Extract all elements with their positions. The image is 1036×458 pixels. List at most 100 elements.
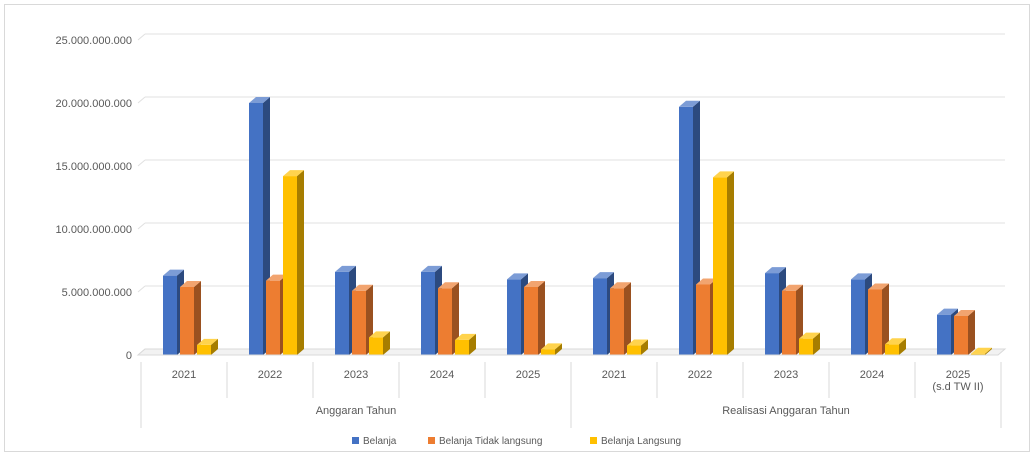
y-tick-label: 5.000.000.000 xyxy=(62,287,132,299)
bar-top xyxy=(593,272,614,279)
bar-top xyxy=(937,308,958,315)
x-tick-label: 2023 xyxy=(344,369,368,381)
bar-side xyxy=(194,280,201,355)
x-tick-label: (s.d TW II) xyxy=(932,381,983,393)
bar xyxy=(885,338,906,355)
bar-top xyxy=(885,338,906,345)
bar-top xyxy=(352,284,373,291)
bar-top xyxy=(971,347,992,354)
bar-top xyxy=(163,269,184,276)
x-tick-label: 2024 xyxy=(860,369,884,381)
y-tick-label: 0 xyxy=(126,350,132,362)
bar-top xyxy=(283,170,304,177)
bar xyxy=(283,170,304,355)
bar xyxy=(455,333,476,355)
y-tick-label: 10.000.000.000 xyxy=(56,224,132,236)
x-tick-label: 2021 xyxy=(172,369,196,381)
bar-side xyxy=(882,283,889,355)
bar-front xyxy=(610,288,624,355)
x-tick-label: 2025 xyxy=(516,369,540,381)
x-tick-label: 2021 xyxy=(602,369,626,381)
bar-front xyxy=(438,288,452,355)
bar-front xyxy=(954,315,968,355)
bar-side xyxy=(813,332,820,355)
y-tick-label: 20.000.000.000 xyxy=(56,98,132,110)
bar-top xyxy=(266,274,287,281)
bar-top xyxy=(782,284,803,291)
bar-side xyxy=(624,282,631,355)
bar-side xyxy=(899,338,906,355)
bar-front xyxy=(197,344,211,355)
bar xyxy=(799,332,820,355)
bar xyxy=(610,282,631,355)
bar-side xyxy=(985,347,992,355)
bar xyxy=(541,343,562,355)
gridline-diag xyxy=(137,96,146,104)
gridline-diag xyxy=(137,33,146,41)
bar-front xyxy=(249,103,263,355)
bar-front xyxy=(937,314,951,355)
bar-top xyxy=(369,331,390,338)
bar-top xyxy=(524,280,545,287)
bar-top xyxy=(868,283,889,290)
bar-top xyxy=(507,273,528,280)
y-tick-label: 25.000.000.000 xyxy=(56,35,132,47)
chart-frame xyxy=(4,4,1030,452)
legend-label: Belanja Tidak langsung xyxy=(439,436,542,447)
bar-front xyxy=(627,345,641,355)
bar xyxy=(868,283,889,355)
bar-side xyxy=(641,339,648,355)
bar-front xyxy=(696,284,710,355)
bar-side xyxy=(211,338,218,355)
bar-top xyxy=(851,273,872,280)
bar-front xyxy=(782,290,796,355)
bar-top xyxy=(765,267,786,274)
bar-front xyxy=(851,279,865,355)
bar-front xyxy=(541,349,555,355)
bar-front xyxy=(868,289,882,355)
x-tick-label: 2022 xyxy=(688,369,712,381)
x-tick-label: 2025 xyxy=(946,369,970,381)
bar-front xyxy=(593,278,607,355)
group-label: Anggaran Tahun xyxy=(316,405,397,417)
bar-front xyxy=(163,275,177,355)
bar-side xyxy=(469,333,476,355)
gridline-diag xyxy=(137,159,146,167)
x-tick-label: 2023 xyxy=(774,369,798,381)
bar-top xyxy=(197,338,218,345)
gridline-diag xyxy=(137,285,146,293)
bar-front xyxy=(266,280,280,355)
bar-front xyxy=(799,338,813,355)
bar-front xyxy=(455,339,469,355)
bar-top xyxy=(610,282,631,289)
bar-front xyxy=(421,271,435,355)
bar-top xyxy=(438,282,459,289)
bar xyxy=(627,339,648,355)
bar-front xyxy=(765,273,779,355)
bar-front xyxy=(679,106,693,355)
bar-front xyxy=(369,337,383,355)
bar-front xyxy=(180,286,194,355)
bar-top xyxy=(421,265,442,272)
bar xyxy=(524,280,545,355)
bar-top xyxy=(696,278,717,285)
bar-front xyxy=(507,279,521,355)
bar-side xyxy=(538,280,545,355)
bar-top xyxy=(541,343,562,350)
bar-front xyxy=(971,353,985,355)
legend-swatch xyxy=(590,437,597,444)
x-tick-label: 2022 xyxy=(258,369,282,381)
bar-top xyxy=(679,100,700,107)
bar-front xyxy=(885,344,899,355)
bar-front xyxy=(352,290,366,355)
legend-label: Belanja xyxy=(363,436,397,447)
bar-top xyxy=(713,171,734,178)
bar-top xyxy=(249,97,270,103)
bar xyxy=(180,280,201,355)
legend-label: Belanja Langsung xyxy=(601,436,681,447)
gridline-diag xyxy=(137,222,146,230)
bar-front xyxy=(283,176,297,355)
bar-side xyxy=(297,170,304,355)
group-label: Realisasi Anggaran Tahun xyxy=(722,405,850,417)
